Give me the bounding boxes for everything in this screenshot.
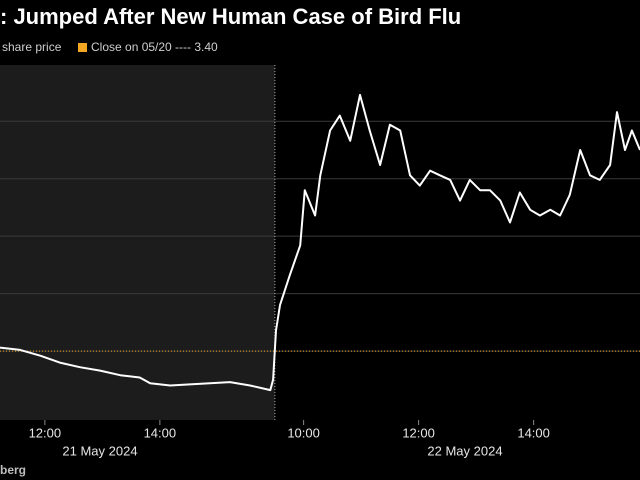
x-tick-label: 12:00 <box>402 425 435 440</box>
price-line <box>0 93 640 392</box>
legend-label: share price <box>2 40 62 54</box>
legend-swatch <box>78 43 87 52</box>
chart-title: : Jumped After New Human Case of Bird Fl… <box>0 4 461 29</box>
source: berg <box>0 463 26 477</box>
x-tick-label: 12:00 <box>29 425 62 440</box>
date-label: 21 May 2024 <box>62 443 137 458</box>
prior-session-bg <box>0 65 275 420</box>
x-tick-label: 14:00 <box>144 425 177 440</box>
legend-label: Close on 05/20 ---- 3.40 <box>91 40 218 54</box>
x-tick-label: 10:00 <box>287 425 320 440</box>
x-tick-label: 14:00 <box>517 425 550 440</box>
date-label: 22 May 2024 <box>427 443 502 458</box>
